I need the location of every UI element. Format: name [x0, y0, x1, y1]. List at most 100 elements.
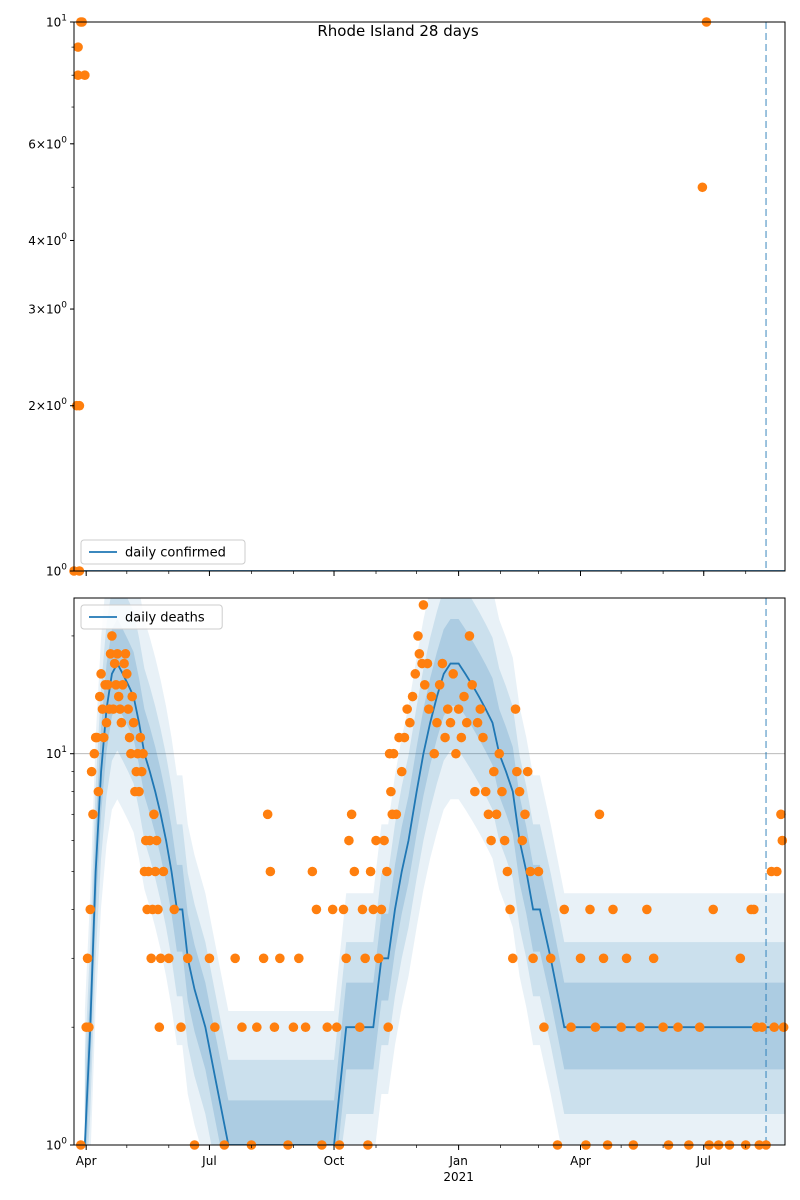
data-point	[440, 732, 450, 743]
data-point	[514, 786, 525, 797]
data-point	[262, 809, 273, 820]
data-point	[559, 904, 570, 915]
data-point	[127, 691, 138, 702]
data-point	[410, 669, 421, 679]
data-point	[510, 704, 521, 714]
data-point	[169, 904, 180, 915]
y-tick-label: 101	[46, 745, 67, 761]
data-point	[145, 835, 155, 846]
legend-box	[80, 539, 246, 565]
chart-title: Rhode Island 28 days	[317, 22, 478, 40]
y-tick-label: 100	[46, 1137, 67, 1153]
data-point	[489, 766, 499, 777]
data-point	[84, 1022, 94, 1033]
data-point	[396, 766, 407, 777]
data-point	[520, 809, 530, 820]
data-point	[265, 866, 276, 877]
data-point	[388, 748, 399, 759]
data-point	[749, 904, 759, 915]
x-tick-label: Jul	[696, 1154, 711, 1168]
data-point	[322, 1022, 333, 1033]
data-point	[459, 691, 469, 702]
data-point	[357, 904, 368, 915]
data-point	[461, 717, 472, 728]
panel-daily-deaths: 100 101 Apr Jul Oct Jan 2021 Apr Jul daily deaths	[46, 597, 789, 1184]
data-point	[346, 809, 357, 820]
data-point	[149, 809, 159, 820]
data-point	[86, 766, 97, 777]
data-point	[708, 904, 719, 915]
data-point	[776, 809, 786, 820]
data-point	[338, 904, 349, 915]
data-point	[383, 1022, 393, 1033]
data-point	[258, 953, 269, 964]
data-point	[108, 704, 119, 714]
y-tick-label: 101	[46, 14, 67, 30]
data-point	[150, 866, 161, 877]
data-point	[288, 1022, 299, 1033]
data-point	[73, 70, 83, 81]
data-point	[112, 649, 123, 659]
data-point	[153, 904, 163, 915]
data-point	[151, 835, 162, 846]
panel-daily-confirmed: 100 2×100 3×100 4×100 6×100 101 daily confirme…	[28, 14, 786, 579]
data-point	[525, 866, 536, 877]
data-point	[143, 866, 154, 877]
data-point	[354, 1022, 365, 1033]
data-point	[413, 631, 423, 641]
data-point	[590, 1022, 601, 1033]
data-point	[360, 953, 370, 964]
data-point	[371, 835, 381, 846]
data-point	[97, 704, 108, 714]
data-point	[113, 691, 124, 702]
data-point	[111, 680, 121, 690]
data-point	[204, 953, 215, 964]
data-point	[448, 669, 459, 679]
data-point	[124, 732, 135, 743]
data-point	[407, 691, 418, 702]
data-point	[379, 835, 389, 846]
y-tick-label: 4×100	[28, 232, 67, 248]
data-point	[80, 70, 90, 81]
data-point	[92, 732, 102, 743]
data-point	[499, 835, 510, 846]
data-point	[735, 953, 746, 964]
scatter-points	[69, 17, 712, 576]
data-point	[429, 748, 440, 759]
data-point	[98, 732, 109, 743]
data-point	[135, 732, 146, 743]
data-point	[368, 904, 379, 915]
data-point	[373, 953, 384, 964]
data-point	[502, 866, 513, 877]
data-point	[134, 786, 144, 797]
data-point	[419, 680, 430, 690]
data-point	[507, 953, 518, 964]
data-point	[237, 1022, 247, 1033]
data-point	[575, 953, 586, 964]
data-point	[405, 717, 415, 728]
x-tick-label: Jul	[201, 1154, 216, 1168]
legend-box	[80, 604, 223, 630]
data-point	[778, 1022, 789, 1033]
data-point	[311, 904, 322, 915]
data-point	[382, 866, 392, 877]
data-point	[418, 600, 429, 610]
data-point	[512, 766, 522, 777]
data-point	[252, 1022, 262, 1033]
data-point	[621, 953, 632, 964]
data-point	[414, 649, 425, 659]
data-point	[88, 809, 98, 820]
data-point	[475, 704, 486, 714]
data-point	[116, 717, 127, 728]
data-point	[522, 766, 533, 777]
y-tick-label: 6×100	[28, 135, 67, 151]
y-tick-label: 2×100	[28, 397, 67, 413]
confidence-band	[84, 598, 785, 1145]
data-point	[341, 953, 352, 964]
data-point	[300, 1022, 311, 1033]
data-point	[608, 904, 618, 915]
data-point	[517, 835, 528, 846]
x-tick-label: Oct	[324, 1154, 345, 1168]
data-point	[164, 953, 174, 964]
data-point	[464, 631, 475, 641]
